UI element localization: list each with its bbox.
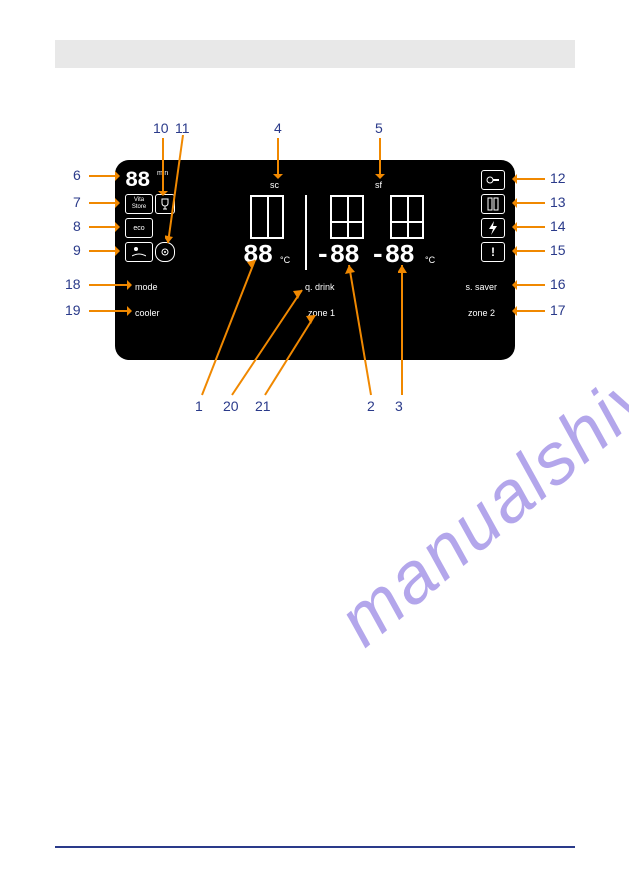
- arrow-19: [89, 310, 129, 312]
- arrow-18: [89, 284, 129, 286]
- arrow-8: [89, 226, 117, 228]
- alert-icon: !: [481, 242, 505, 262]
- callout-12: 12: [550, 170, 566, 186]
- zone1-unit: °C: [280, 255, 290, 265]
- callout-4: 4: [274, 120, 282, 136]
- callout-2: 2: [367, 398, 375, 414]
- mode-label: mode: [135, 282, 158, 292]
- arrow-5: [379, 138, 381, 176]
- callout-19: 19: [65, 302, 81, 318]
- ssaver-label: s. saver: [465, 282, 497, 292]
- eco-icon: eco: [125, 218, 153, 238]
- vacation-icon: [125, 242, 153, 262]
- footer-line: [55, 846, 575, 848]
- fridge-icon-3: [390, 195, 420, 235]
- callout-1: 1: [195, 398, 203, 414]
- arrow-15: [515, 250, 545, 252]
- arrow-4: [277, 138, 279, 176]
- callout-11: 11: [175, 120, 190, 136]
- arrow-21: [263, 310, 323, 400]
- callout-9: 9: [73, 242, 81, 258]
- callout-16: 16: [550, 276, 566, 292]
- fridge-icon-1: [250, 195, 280, 235]
- key-lock-icon: [481, 170, 505, 190]
- callout-7: 7: [73, 194, 81, 210]
- callout-6: 6: [73, 167, 81, 183]
- callout-5: 5: [375, 120, 383, 136]
- power-fail-icon: [481, 218, 505, 238]
- callout-14: 14: [550, 218, 566, 234]
- min-display: 88: [125, 168, 149, 193]
- callout-15: 15: [550, 242, 566, 258]
- callout-10: 10: [153, 120, 169, 136]
- header-bar: [55, 40, 575, 68]
- arrow-11: [165, 135, 185, 250]
- arrow-6: [89, 175, 117, 177]
- callout-13: 13: [550, 194, 566, 210]
- zone2-unit: °C: [425, 255, 435, 265]
- cooler-label: cooler: [135, 308, 160, 318]
- door-open-icon: [481, 194, 505, 214]
- callout-18: 18: [65, 276, 81, 292]
- callout-8: 8: [73, 218, 81, 234]
- callout-20: 20: [223, 398, 239, 414]
- vita-store-icon: Vita Store: [125, 194, 153, 214]
- arrow-3: [398, 260, 410, 400]
- callout-21: 21: [255, 398, 271, 414]
- arrow-9: [89, 250, 117, 252]
- callout-17: 17: [550, 302, 566, 318]
- arrow-17: [515, 310, 545, 312]
- arrow-7: [89, 202, 117, 204]
- zone2-label: zone 2: [468, 308, 495, 318]
- arrow-14: [515, 226, 545, 228]
- panel-divider: [305, 195, 307, 270]
- callout-3: 3: [395, 398, 403, 414]
- arrow-10: [162, 138, 164, 193]
- control-panel-diagram: 88 min Vita Store eco sc sf 88 °C: [55, 120, 575, 420]
- arrow-2: [345, 260, 375, 400]
- fridge-icon-2: [330, 195, 360, 235]
- arrow-16: [515, 284, 545, 286]
- arrow-12: [515, 178, 545, 180]
- arrow-13: [515, 202, 545, 204]
